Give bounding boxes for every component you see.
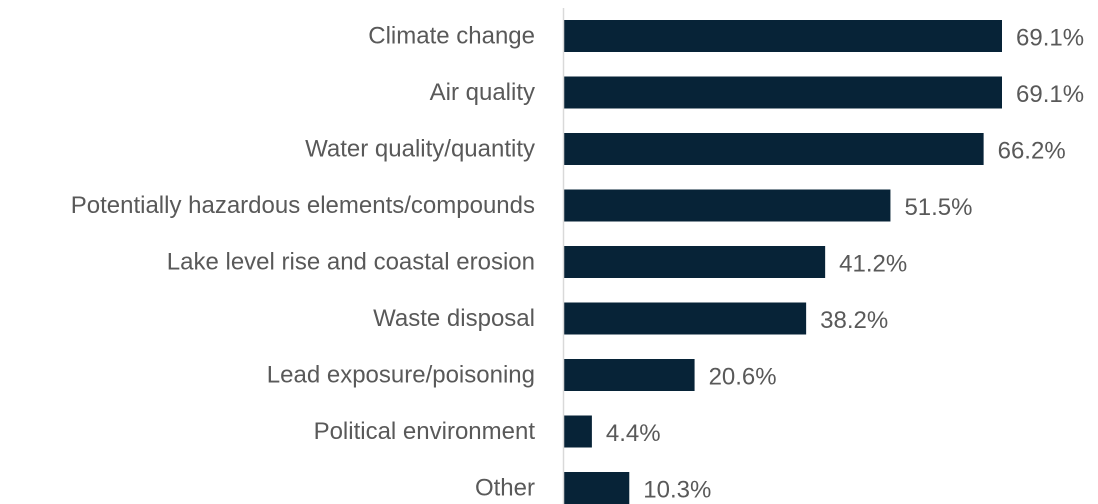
category-label: Lake level rise and coastal erosion: [167, 249, 535, 276]
bar: [564, 415, 592, 448]
category-label: Air quality: [430, 79, 535, 106]
category-label: Lead exposure/poisoning: [267, 362, 535, 389]
bar: [564, 472, 630, 504]
bar: [564, 302, 807, 335]
category-label: Political environment: [314, 418, 536, 445]
category-labels-group: Climate change Air quality Water quality/q…: [71, 23, 536, 502]
value-label: 38.2%: [820, 307, 888, 334]
value-label: 41.2%: [839, 251, 907, 278]
value-label: 10.3%: [643, 477, 711, 504]
category-label: Potentially hazardous elements/compounds: [71, 192, 535, 219]
bar: [564, 359, 695, 391]
bar: [564, 246, 826, 278]
value-labels-group: 69.1% 69.1% 66.2% 51.5% 41.2% 38.2% 20.6% 4.4% 1…: [606, 25, 1084, 504]
value-label: 66.2%: [998, 138, 1066, 165]
bar: [564, 20, 1002, 52]
value-label: 69.1%: [1016, 81, 1084, 108]
bar: [564, 133, 984, 165]
value-label: 4.4%: [606, 420, 661, 447]
value-label: 69.1%: [1016, 25, 1084, 52]
bars-group: [564, 20, 1002, 504]
category-label: Water quality/quantity: [305, 136, 535, 163]
value-label: 51.5%: [904, 194, 972, 221]
category-label: Waste disposal: [373, 305, 535, 332]
category-label: Climate change: [368, 23, 535, 50]
category-label: Other: [475, 475, 535, 502]
value-label: 20.6%: [709, 364, 777, 391]
bar: [564, 189, 891, 222]
bar: [564, 76, 1002, 109]
